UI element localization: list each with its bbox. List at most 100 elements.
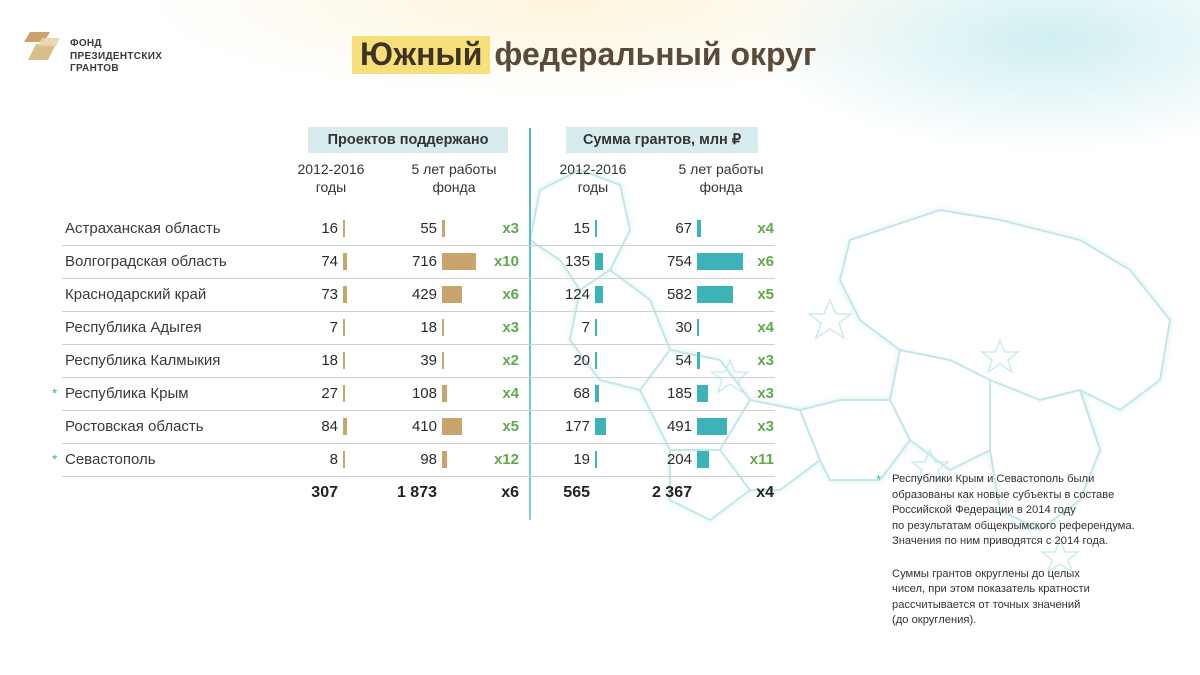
grants-2012-2016-bar xyxy=(595,319,597,336)
note-line-7: чисел, при этом показатель кратности xyxy=(892,583,1090,595)
projects-header: Проектов поддержано xyxy=(308,127,508,153)
projects-5-years-bar xyxy=(442,253,476,270)
grants-5-years-bar xyxy=(697,220,702,237)
grants-period2-line1: 5 лет работы xyxy=(678,161,764,177)
projects-2012-2016-bar xyxy=(343,352,345,369)
column-divider xyxy=(529,128,531,520)
brand-name: ФОНД ПРЕЗИДЕНТСКИХ ГРАНТОВ xyxy=(70,38,162,76)
note-line-6: Суммы грантов округлены до целых xyxy=(892,567,1080,580)
grants-2012-2016-value: 19 xyxy=(573,451,590,468)
region-map-illustration xyxy=(528,168,1172,574)
grants-5-years-bar xyxy=(697,385,709,402)
projects-5-years-total: 1 873 xyxy=(396,484,437,501)
grants-5-years-bar xyxy=(697,352,701,369)
grants-5-years-bar xyxy=(697,418,727,435)
footnote-referendum: Республики Крым и Севастополь были образ… xyxy=(892,472,1172,550)
projects-5-years-value: 39 xyxy=(420,352,437,369)
projects-2012-2016-bar xyxy=(343,220,345,237)
region-name: Республика Крым xyxy=(65,385,189,402)
grants-2012-2016-bar xyxy=(595,418,606,435)
projects-5-years-value: 108 xyxy=(411,385,437,402)
projects-5-years-value: 429 xyxy=(411,286,437,303)
grants-2012-2016-bar xyxy=(595,286,603,303)
projects-multiplier: x3 xyxy=(502,220,519,237)
projects-multiplier: x2 xyxy=(502,352,519,369)
projects-2012-2016-bar xyxy=(343,319,345,336)
table-row: Волгоградская область 74 716 x10 135 754 x6 xyxy=(62,245,775,279)
brand-line-2: ПРЕЗИДЕНТСКИХ xyxy=(70,50,163,62)
grants-2012-2016-bar xyxy=(595,352,597,369)
projects-2012-2016-value: 8 xyxy=(329,451,338,468)
grants-2012-2016-total: 565 xyxy=(563,484,590,501)
grants-total-multiplier: x4 xyxy=(756,484,774,501)
projects-2012-2016-value: 27 xyxy=(321,385,338,402)
projects-5-years-bar xyxy=(442,352,444,369)
region-name: Астраханская область xyxy=(65,220,221,237)
title-highlight: Южный xyxy=(352,36,491,74)
projects-2012-2016-value: 73 xyxy=(321,286,338,303)
projects-2012-2016-bar xyxy=(343,286,347,303)
grants-5-years-value: 67 xyxy=(675,220,692,237)
grants-multiplier: x3 xyxy=(757,352,774,369)
grants-multiplier: x4 xyxy=(757,220,774,237)
footnotes: Республики Крым и Севастополь были образ… xyxy=(892,472,1172,629)
grants-2012-2016-bar xyxy=(595,451,597,468)
page-title: Южный федеральный округ xyxy=(352,36,817,74)
projects-5-years-value: 410 xyxy=(411,418,437,435)
projects-2012-2016-value: 7 xyxy=(329,319,338,336)
brand-line-3: ГРАНТОВ xyxy=(70,63,119,74)
brand-line-1: ФОНД xyxy=(70,38,102,49)
table-row: * Республика Крым 27 108 x4 68 185 x3 xyxy=(52,377,775,411)
projects-period1-line2: годы xyxy=(315,179,347,195)
projects-5-years-value: 55 xyxy=(420,220,437,237)
grants-2012-2016-value: 68 xyxy=(573,385,590,402)
grants-2012-2016-value: 20 xyxy=(573,352,590,369)
projects-2012-2016-bar xyxy=(343,451,345,468)
projects-multiplier: x3 xyxy=(502,319,519,336)
projects-2012-2016-value: 84 xyxy=(321,418,338,435)
table-row: Республика Адыгея 7 18 x3 7 30 x4 xyxy=(62,311,775,345)
projects-2012-2016-value: 18 xyxy=(321,352,338,369)
grants-2012-2016-value: 15 xyxy=(573,220,590,237)
logo: ФОНД ПРЕЗИДЕНТСКИХ ГРАНТОВ xyxy=(22,28,162,76)
logo-mark-icon xyxy=(24,32,60,60)
footnote-rounding: Суммы грантов округлены до целых чисел, … xyxy=(892,567,1172,629)
projects-2012-2016-bar xyxy=(343,385,345,402)
projects-2012-2016-bar xyxy=(343,253,347,270)
grants-multiplier: x6 xyxy=(757,253,774,270)
grants-5-years-bar xyxy=(697,286,733,303)
projects-5-years-bar xyxy=(442,451,447,468)
projects-5-years-value: 716 xyxy=(411,253,437,270)
projects-multiplier: x10 xyxy=(493,253,519,270)
projects-5-years-bar xyxy=(442,319,444,336)
projects-period2-line2: фонда xyxy=(432,179,476,195)
projects-5-years-bar xyxy=(442,385,448,402)
table-row: * Севастополь 8 98 x12 19 204 x11 xyxy=(52,443,775,477)
grants-5-years-value: 185 xyxy=(666,385,692,402)
note-line-5: Значения по ним приводятся с 2014 года. xyxy=(892,535,1109,547)
projects-2012-2016-bar xyxy=(343,418,347,435)
grants-period2-line2: фонда xyxy=(699,179,743,195)
table-row: Астраханская область 16 55 x3 15 67 x4 xyxy=(62,212,775,246)
projects-multiplier: x6 xyxy=(502,286,519,303)
grants-period1-line2: годы xyxy=(577,179,609,195)
grants-multiplier: x11 xyxy=(749,451,774,468)
projects-5-years-bar xyxy=(442,286,463,303)
projects-2012-2016-value: 74 xyxy=(321,253,338,270)
table-row: Республика Калмыкия 18 39 x2 20 54 x3 xyxy=(62,344,775,378)
region-name: Республика Адыгея xyxy=(65,319,202,336)
note-line-8: рассчитывается от точных значений xyxy=(892,598,1081,611)
region-name: Краснодарский край xyxy=(65,286,207,303)
grants-2012-2016-value: 177 xyxy=(564,418,590,435)
projects-period1-header: 2012-2016 годы xyxy=(288,160,374,196)
note-line-9: (до округления). xyxy=(892,614,977,626)
region-name: Волгоградская область xyxy=(65,253,227,270)
grants-5-years-bar xyxy=(697,253,743,270)
projects-period1-line1: 2012-2016 xyxy=(297,161,365,177)
projects-total-multiplier: x6 xyxy=(501,484,519,501)
note-line-3: Российской Федерации в 2014 году xyxy=(892,504,1076,516)
projects-multiplier: x4 xyxy=(502,385,519,402)
title-rest: федеральный округ xyxy=(494,36,817,72)
region-star-icon: * xyxy=(52,451,58,467)
grants-period2-header: 5 лет работы фонда xyxy=(661,160,781,196)
